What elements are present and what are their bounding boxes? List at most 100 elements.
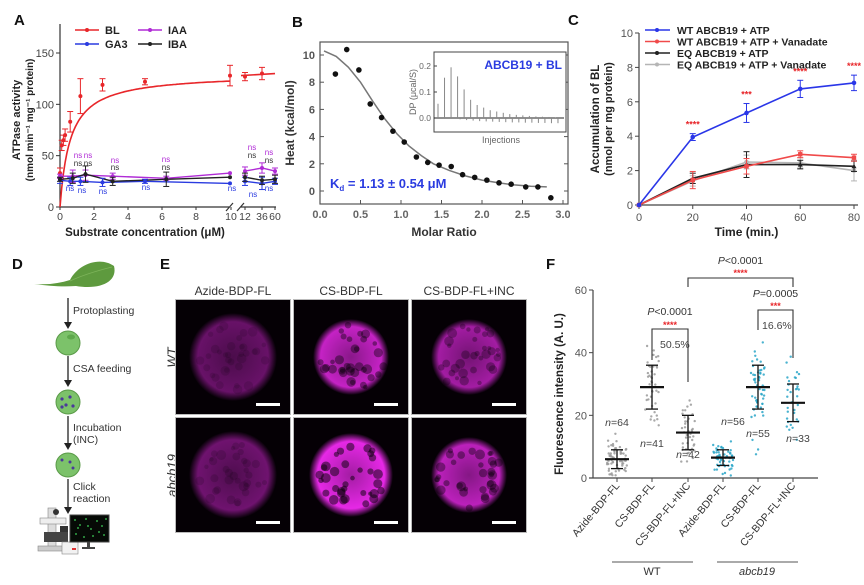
- data-point: [686, 405, 689, 408]
- data-point: [378, 114, 385, 121]
- data-point: [785, 361, 788, 364]
- data-point: [730, 454, 734, 457]
- panel-letter-d: D: [12, 256, 23, 273]
- legend-marker: [148, 28, 152, 32]
- micrograph-wt-0: [175, 299, 291, 415]
- data-point: [647, 398, 650, 401]
- kd-k: K: [330, 176, 340, 191]
- data-point: [715, 468, 719, 471]
- data-point: [622, 452, 625, 455]
- data-point: [618, 460, 622, 463]
- legend-label: GA3: [105, 39, 128, 51]
- arrow-4: [64, 479, 72, 514]
- data-point-iba: [70, 176, 75, 181]
- step-label-csa-feeding: CSA feeding: [73, 363, 132, 375]
- y-tick-label: 0: [309, 186, 315, 198]
- axis-break-mark: [225, 202, 234, 212]
- y-tick-label: 10: [303, 50, 315, 62]
- data-point: [625, 464, 628, 467]
- x-tick-label: 4: [125, 211, 131, 223]
- significance-stars: ****: [793, 66, 808, 76]
- percent-label: 16.6%: [762, 320, 792, 332]
- y-tick-label: 150: [36, 48, 54, 60]
- data-point: [786, 406, 789, 410]
- data-point: [762, 414, 765, 417]
- data-point-iba: [243, 175, 247, 180]
- microscope-icon: [37, 507, 79, 555]
- data-point: [789, 423, 792, 427]
- data-point: [613, 452, 616, 455]
- data-point: [744, 164, 749, 169]
- data-point: [611, 444, 615, 447]
- data-point: [789, 355, 792, 358]
- panel-letter-c: C: [568, 12, 579, 29]
- p-value-number: <0.0001: [725, 255, 763, 267]
- col-title-cs-inc: CS-BDP-FL+INC: [423, 284, 515, 298]
- data-point: [753, 414, 757, 417]
- p-label: P: [647, 306, 654, 318]
- data-point: [608, 473, 611, 476]
- data-point: [624, 469, 627, 473]
- data-point: [717, 451, 720, 454]
- x-tick-label: 1.0: [393, 209, 408, 221]
- ns-annotation: ns: [74, 159, 82, 168]
- data-point: [522, 184, 529, 190]
- data-point: [650, 415, 653, 418]
- inset-y-tick-label: 0.0: [419, 113, 431, 123]
- x-tick-label: 80: [848, 212, 860, 224]
- data-point: [448, 163, 455, 170]
- y-tick-label: 2: [627, 166, 633, 178]
- ns-annotation: ns: [66, 184, 74, 193]
- data-point: [535, 184, 541, 190]
- data-point: [645, 344, 649, 348]
- data-point: [692, 435, 695, 438]
- data-point: [751, 360, 754, 363]
- data-point: [683, 426, 687, 429]
- y-tick-label: 100: [36, 99, 54, 111]
- x-tick-label: 3.0: [555, 209, 570, 221]
- data-point-iaa: [273, 169, 277, 174]
- data-point: [615, 440, 618, 443]
- ns-annotation: ns: [99, 187, 107, 196]
- x-tick-label: 0.5: [353, 209, 368, 221]
- data-point: [683, 416, 686, 419]
- cell-fluorescence: [431, 437, 507, 513]
- plot-frame: [319, 41, 569, 205]
- n-label-value: =33: [792, 433, 810, 445]
- inset-title: ABCB19 + BL: [484, 58, 562, 72]
- data-point: [646, 375, 650, 378]
- legend-label: WT ABCB19 + ATP + Vanadate: [677, 37, 828, 49]
- panel-d-workflow: Protoplasting CSA feeding Incubation (INC…: [0, 250, 160, 580]
- y-axis-label-units: (nmol min⁻¹ mg⁻¹ protein): [25, 59, 36, 182]
- data-point: [649, 365, 652, 368]
- group-label-wt: WT: [643, 566, 660, 578]
- data-point: [690, 177, 695, 183]
- data-point: [763, 366, 766, 369]
- data-point: [619, 452, 622, 455]
- legend-label: EQ ABCB19 + ATP: [677, 48, 769, 60]
- x-tick-label: 12: [239, 211, 251, 223]
- significance-stars: ****: [847, 61, 862, 71]
- panel-letter-e: E: [160, 256, 171, 273]
- significance-stars: ***: [770, 301, 781, 311]
- data-point-iaa: [243, 169, 247, 174]
- cell-fluorescence: [189, 313, 277, 401]
- x-tick-label: 10: [225, 211, 237, 223]
- series-line: [638, 82, 855, 206]
- legend-marker: [85, 28, 89, 32]
- data-point: [654, 383, 657, 386]
- data-point: [610, 444, 613, 447]
- data-point: [729, 440, 733, 443]
- x-tick-label: 60: [794, 212, 806, 224]
- micrograph-abcb19-2: [411, 417, 527, 533]
- panel-letter-f: F: [546, 256, 556, 273]
- significance-stars: ****: [733, 268, 748, 278]
- n-label-value: =41: [646, 438, 664, 450]
- kd-annotation: Kd = 1.13 ± 0.54 μM: [330, 176, 446, 193]
- percent-label: 50.5%: [660, 339, 690, 351]
- data-point: [390, 128, 396, 134]
- data-point: [730, 467, 733, 470]
- y-tick-label: 0: [627, 200, 633, 212]
- legend-marker: [655, 62, 659, 67]
- step-label-click-reaction: Click reaction: [73, 481, 110, 505]
